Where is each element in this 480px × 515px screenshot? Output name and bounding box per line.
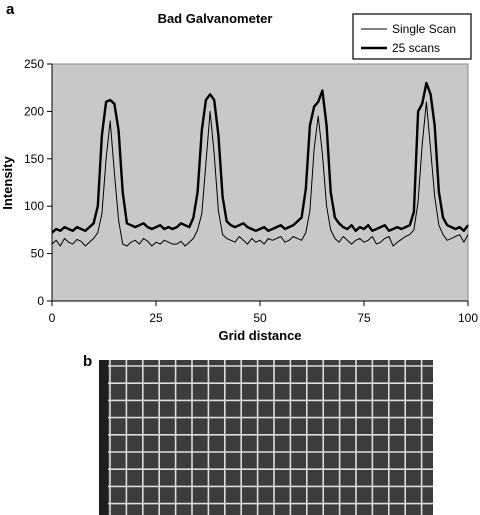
y-tick-label: 200 xyxy=(24,104,44,118)
legend-label-single-scan: Single Scan xyxy=(392,22,456,36)
x-axis-label: Grid distance xyxy=(218,328,301,343)
panel-label-b: b xyxy=(83,353,93,370)
axes-layer: 0 25 50 75 100 0 50 100 150 200 250 xyxy=(24,57,478,325)
x-tick-label: 75 xyxy=(357,311,371,325)
plot-area xyxy=(51,63,469,302)
chart-title: Bad Galvanometer xyxy=(158,11,273,26)
y-tick-label: 50 xyxy=(31,247,45,261)
y-tick-label: 0 xyxy=(37,294,44,308)
series-layer xyxy=(51,81,469,247)
legend-label-25-scans: 25 scans xyxy=(392,41,440,55)
micrograph-left-edge xyxy=(99,360,108,515)
y-axis-label: Intensity xyxy=(0,156,15,210)
series-line-0 xyxy=(51,101,469,247)
grid-micrograph-image xyxy=(99,360,433,515)
y-tick-label: 100 xyxy=(24,199,44,213)
y-tick-label: 150 xyxy=(24,152,44,166)
x-tick-label: 0 xyxy=(49,311,56,325)
legend: Single Scan 25 scans xyxy=(352,13,472,60)
y-tick-label: 250 xyxy=(24,57,44,71)
intensity-chart: 0 25 50 75 100 0 50 100 150 200 250 Bad Galvanomet… xyxy=(0,11,478,343)
x-tick-label: 100 xyxy=(458,311,478,325)
panel-label-a: a xyxy=(6,1,15,18)
series-line-1 xyxy=(51,81,469,234)
x-tick-label: 25 xyxy=(149,311,163,325)
micrograph-background xyxy=(99,360,433,515)
x-tick-label: 50 xyxy=(253,311,267,325)
grid-micrograph xyxy=(99,360,433,515)
legend-box xyxy=(352,13,472,60)
